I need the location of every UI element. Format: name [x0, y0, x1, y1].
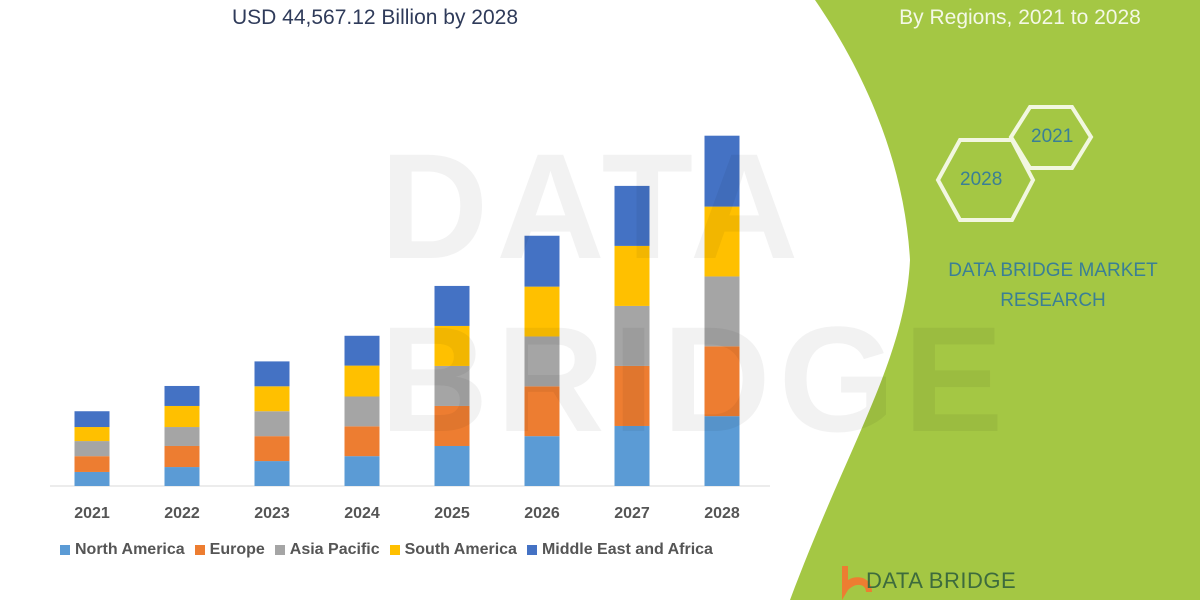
bar-segment-north-america-2027 — [614, 425, 650, 486]
bar-segment-asia-pacific-2025 — [434, 365, 470, 406]
legend-item: Asia Pacific — [274, 541, 380, 559]
bar-segment-north-america-2026 — [524, 436, 560, 486]
legend-label: Europe — [209, 541, 265, 558]
hex-label-2021: 2021 — [1031, 126, 1074, 147]
x-tick-label: 2022 — [164, 505, 200, 522]
legend-swatch — [60, 545, 70, 555]
bar-segment-asia-pacific-2021 — [74, 441, 110, 457]
x-tick-label: 2027 — [614, 505, 650, 522]
bar-segment-north-america-2022 — [164, 467, 200, 486]
bar-segment-asia-pacific-2023 — [254, 411, 290, 437]
logo-mark — [842, 566, 872, 600]
bar-segment-asia-pacific-2026 — [524, 336, 560, 387]
brand-line-2: RESEARCH — [1000, 290, 1106, 311]
x-tick-label: 2021 — [74, 505, 110, 522]
legend-item: Europe — [194, 541, 265, 559]
bar-segment-north-america-2028 — [704, 416, 740, 486]
bar-segment-north-america-2023 — [254, 461, 290, 486]
bar-segment-south-america-2025 — [434, 325, 470, 366]
legend-label: South America — [404, 541, 517, 558]
bar-segment-north-america-2021 — [74, 471, 110, 486]
bar-segment-south-america-2024 — [344, 365, 380, 397]
bar-segment-middle-east-and-africa-2023 — [254, 361, 290, 387]
green-side-panel — [790, 0, 1200, 600]
x-tick-label: 2026 — [524, 505, 560, 522]
bars-group — [74, 135, 740, 486]
brand-text: DATA BRIDGE MARKET RESEARCH — [920, 256, 1186, 316]
legend-item: South America — [389, 541, 517, 559]
legend-label: Middle East and Africa — [541, 541, 713, 558]
bar-segment-south-america-2028 — [704, 206, 740, 277]
bar-segment-europe-2028 — [704, 346, 740, 417]
bar-segment-europe-2021 — [74, 456, 110, 472]
bar-segment-europe-2025 — [434, 405, 470, 446]
bar-segment-middle-east-and-africa-2025 — [434, 285, 470, 326]
legend-item: North America — [60, 541, 185, 559]
bar-segment-asia-pacific-2027 — [614, 305, 650, 366]
hex-label-2028: 2028 — [960, 169, 1003, 190]
bar-segment-asia-pacific-2028 — [704, 276, 740, 347]
x-tick-label: 2024 — [344, 505, 380, 522]
chart-title: USD 44,567.12 Billion by 2028 — [231, 6, 519, 29]
watermark: DATA BRIDGE — [380, 122, 1012, 463]
legend-swatch — [274, 545, 285, 555]
bar-segment-europe-2027 — [614, 365, 650, 426]
x-tick-labels: 2021 2022 2023 2024 2025 2026 2027 2028 — [74, 505, 740, 522]
legend-label: Asia Pacific — [289, 541, 380, 558]
panel-title: By Regions, 2021 to 2028 — [899, 6, 1141, 29]
x-tick-label: 2023 — [254, 505, 290, 522]
legend-item: Middle East and Africa — [526, 541, 713, 559]
bar-segment-middle-east-and-africa-2026 — [524, 235, 560, 287]
legend: North America Europe Asia Pacific South … — [60, 541, 713, 559]
bar-segment-south-america-2027 — [614, 245, 650, 306]
bar-segment-south-america-2026 — [524, 286, 560, 337]
legend-swatch — [389, 545, 400, 555]
legend-swatch — [526, 545, 537, 555]
bar-segment-europe-2023 — [254, 436, 290, 462]
legend-label: North America — [75, 541, 185, 558]
legend-swatch — [194, 545, 205, 555]
bar-segment-europe-2022 — [164, 445, 200, 468]
bar-segment-europe-2026 — [524, 386, 560, 437]
bar-segment-middle-east-and-africa-2021 — [74, 411, 110, 428]
bar-segment-middle-east-and-africa-2028 — [704, 135, 740, 207]
bar-segment-north-america-2024 — [344, 456, 380, 486]
bar-segment-asia-pacific-2022 — [164, 427, 200, 446]
bar-segment-middle-east-and-africa-2024 — [344, 335, 380, 366]
bar-segment-asia-pacific-2024 — [344, 396, 380, 427]
logo-text: DATA BRIDGE — [866, 568, 1017, 593]
bar-segment-south-america-2022 — [164, 405, 200, 428]
x-tick-label: 2025 — [434, 505, 470, 522]
x-tick-label: 2028 — [704, 505, 740, 522]
bar-segment-europe-2024 — [344, 426, 380, 457]
bar-segment-middle-east-and-africa-2027 — [614, 185, 650, 246]
bar-segment-middle-east-and-africa-2022 — [164, 385, 200, 406]
bar-segment-north-america-2025 — [434, 445, 470, 486]
hexagon-2021 — [1008, 105, 1094, 170]
bar-segment-south-america-2021 — [74, 427, 110, 442]
brand-line-1: DATA BRIDGE MARKET — [948, 260, 1158, 281]
hexagon-2028 — [935, 138, 1036, 222]
bar-segment-south-america-2023 — [254, 386, 290, 412]
